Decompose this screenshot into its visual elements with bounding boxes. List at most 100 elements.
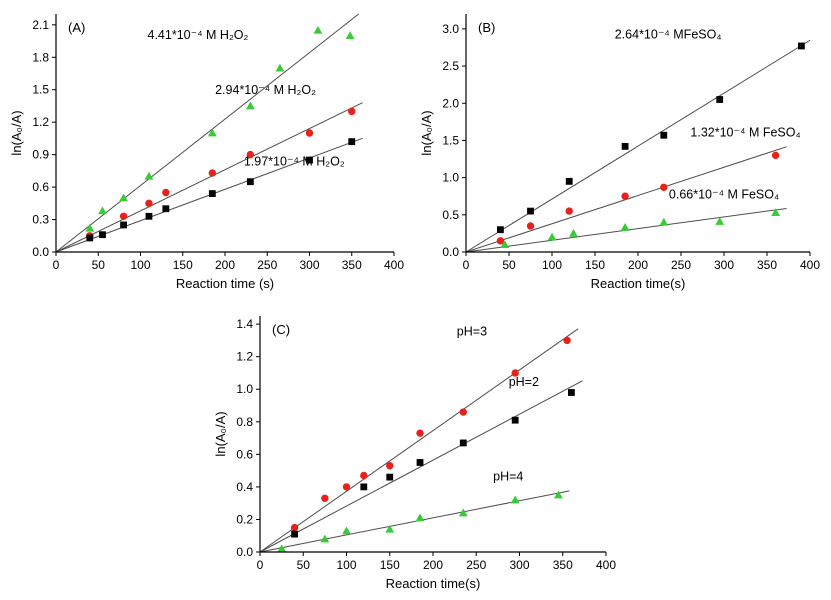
fit-line	[465, 39, 811, 253]
panel-label: (B)	[478, 20, 495, 35]
data-point-triangle	[415, 513, 425, 522]
y-tick-label: 1.5	[442, 133, 459, 147]
data-point-triangle	[500, 240, 510, 248]
x-tick-label: 150	[173, 258, 193, 272]
y-tick-label: 0.5	[442, 208, 459, 222]
y-tick-label: 0.0	[442, 245, 459, 259]
x-tick-label: 400	[800, 258, 820, 272]
series-label: 4.41*10⁻⁴ M H₂O₂	[148, 28, 249, 42]
fit-line	[259, 490, 570, 553]
data-point-square	[162, 205, 170, 213]
data-point-circle	[145, 199, 153, 208]
data-point-square	[416, 459, 424, 466]
x-tick-label: 250	[671, 258, 691, 272]
y-tick-label: 0.3	[32, 213, 49, 227]
x-tick-label: 150	[380, 558, 400, 572]
chart-B-canvas: 0 50 100 150 200 250 300 350 400 0.0 0.5 1.0 1.5 2.0 2…	[419, 14, 820, 291]
x-tick-label: 200	[215, 258, 235, 272]
chart-C-canvas: 0 50 100 150 200 250 300 350 400 0.0 0.2 0.4 0.6 0.8 1…	[213, 316, 616, 591]
data-point-circle	[342, 483, 351, 491]
series-label: pH=3	[457, 325, 487, 339]
data-point-triangle	[207, 128, 217, 137]
series-label: 1.32*10⁻⁴ M FeSO₄	[690, 126, 800, 140]
data-point-circle	[621, 192, 629, 200]
x-tick-label: 50	[502, 258, 516, 272]
data-point-square	[565, 177, 573, 185]
data-point-square	[459, 439, 467, 447]
data-point-triangle	[771, 208, 780, 216]
y-tick-label: 0.2	[236, 512, 253, 526]
data-point-circle	[563, 336, 571, 345]
data-point-square	[660, 131, 668, 139]
data-point-triangle	[313, 25, 323, 34]
data-point-square	[527, 207, 534, 215]
data-point-triangle	[85, 223, 95, 232]
data-point-triangle	[547, 232, 557, 241]
data-point-circle	[162, 188, 170, 197]
data-point-circle	[511, 369, 519, 377]
data-point-square	[798, 42, 805, 50]
data-point-triangle	[659, 217, 669, 226]
data-point-circle	[246, 150, 255, 159]
data-point-triangle	[345, 31, 355, 40]
x-axis-title: Reaction time (s)	[176, 276, 274, 291]
data-point-square	[306, 156, 313, 164]
data-point-circle	[660, 183, 668, 191]
data-point-triangle	[342, 526, 351, 535]
data-point-square	[716, 96, 724, 103]
series-label: 2.94*10⁻⁴ M H₂O₂	[215, 83, 316, 97]
fit-line	[55, 102, 363, 253]
data-point-square	[497, 226, 504, 234]
data-point-square	[208, 190, 216, 197]
data-point-circle	[416, 429, 424, 437]
y-tick-label: 0.9	[32, 148, 49, 162]
x-tick-label: 300	[299, 258, 319, 272]
data-point-square	[511, 416, 519, 424]
data-point-square	[621, 142, 629, 150]
y-tick-label: 1.4	[236, 317, 253, 331]
data-point-triangle	[385, 524, 395, 533]
data-point-triangle	[458, 508, 468, 517]
data-point-triangle	[144, 171, 154, 180]
x-axis-title: Reaction time(s)	[591, 276, 686, 291]
data-point-triangle	[275, 63, 285, 72]
series-label: pH=2	[509, 375, 539, 389]
y-tick-label: 0.0	[236, 545, 253, 559]
data-point-triangle	[277, 544, 287, 553]
data-point-triangle	[620, 223, 630, 231]
data-point-circle	[348, 107, 356, 116]
chart-A-canvas: 0 50 100 150 200 250 300 350 400 0.0 0.3 0.6 0.9 1.2 1…	[9, 13, 404, 291]
x-tick-label: 100	[336, 558, 356, 572]
x-tick-label: 300	[714, 258, 734, 272]
y-tick-label: 0.0	[32, 245, 49, 259]
fit-line	[259, 380, 583, 553]
y-tick-label: 1.0	[442, 171, 459, 185]
x-axis-title: Reaction time(s)	[386, 576, 481, 591]
panel-label: (A)	[68, 20, 85, 35]
y-tick-label: 2.1	[32, 18, 49, 32]
x-tick-label: 250	[466, 558, 486, 572]
x-tick-label: 250	[257, 258, 277, 272]
chart-panel-A: 0 50 100 150 200 250 300 350 400 0.0 0.3 0.6 0.9 1.2 1…	[8, 4, 410, 301]
y-tick-label: 2.0	[442, 96, 459, 110]
x-tick-label: 50	[92, 258, 106, 272]
x-tick-label: 200	[423, 558, 443, 572]
y-tick-label: 2.5	[442, 59, 459, 73]
x-tick-label: 350	[553, 558, 573, 572]
y-tick-label: 0.8	[236, 415, 253, 429]
data-point-triangle	[510, 495, 520, 504]
data-point-triangle	[320, 534, 330, 543]
data-point-circle	[119, 212, 128, 220]
x-tick-label: 300	[509, 558, 529, 572]
fit-line	[259, 328, 579, 553]
y-tick-label: 1.2	[32, 115, 49, 129]
data-point-circle	[321, 494, 329, 502]
y-axis-title: ln(A₀/A)	[419, 110, 434, 155]
chart-panel-B: 0 50 100 150 200 250 300 350 400 0.0 0.5 1.0 1.5 2.0 2…	[418, 4, 826, 301]
y-tick-label: 1.0	[236, 382, 253, 396]
y-tick-label: 1.2	[236, 350, 253, 364]
data-point-square	[120, 221, 127, 229]
y-axis-title: ln(A₀/A)	[9, 110, 24, 155]
data-point-square	[99, 231, 106, 239]
